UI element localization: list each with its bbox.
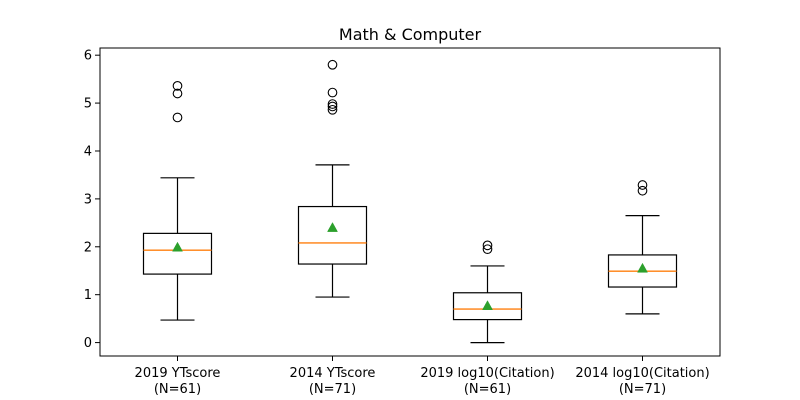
iqr-box	[452, 292, 523, 321]
outlier-point	[327, 87, 338, 98]
x-axis: 2019 YTscore(N=61)2014 YTscore(N=71)2019…	[135, 356, 710, 397]
x-tick-label-line1: 2014 YTscore	[290, 366, 376, 381]
mean-marker	[172, 241, 183, 252]
x-tick-label-line2: (N=71)	[309, 382, 356, 397]
y-tick-label: 6	[84, 49, 92, 64]
outlier-point	[637, 185, 648, 196]
y-axis: 0 1 2 3 4 5 6	[84, 49, 100, 351]
y-tick-label: 3	[84, 192, 92, 207]
y-tick-label: 4	[84, 144, 92, 159]
boxes-group	[142, 59, 678, 344]
iqr-box	[142, 232, 213, 275]
mean-marker	[637, 262, 648, 273]
iqr-box	[297, 205, 368, 265]
plot-area-frame	[99, 47, 721, 357]
chart-title: Math & Computer	[339, 25, 482, 44]
outlier-point	[327, 99, 338, 109]
outlier-point	[482, 244, 493, 255]
x-tick-label-line2: (N=71)	[619, 382, 666, 397]
x-tick-label-line2: (N=61)	[464, 382, 511, 397]
outlier-point	[172, 80, 183, 91]
mean-marker	[327, 222, 338, 232]
y-tick-label: 2	[84, 240, 92, 255]
x-tick-label-line1: 2019 log10(Citation)	[420, 366, 554, 381]
outlier-point	[327, 101, 338, 112]
outlier-point	[172, 88, 183, 99]
box-group	[452, 240, 523, 344]
outlier-point	[172, 112, 183, 123]
x-tick-label-line1: 2019 YTscore	[135, 366, 221, 381]
box-group	[297, 59, 368, 298]
x-tick-label-line1: 2014 log10(Citation)	[575, 366, 709, 381]
box-group	[142, 80, 213, 321]
mean-marker	[482, 300, 493, 310]
outlier-point	[327, 104, 338, 115]
box-group	[607, 180, 678, 315]
outlier-point	[327, 59, 338, 70]
y-tick-label: 5	[84, 97, 92, 112]
y-tick-label: 1	[84, 288, 92, 303]
y-tick-label: 0	[84, 336, 92, 351]
x-tick-label-line2: (N=61)	[154, 382, 201, 397]
outlier-point	[482, 240, 493, 251]
outlier-point	[637, 180, 648, 190]
